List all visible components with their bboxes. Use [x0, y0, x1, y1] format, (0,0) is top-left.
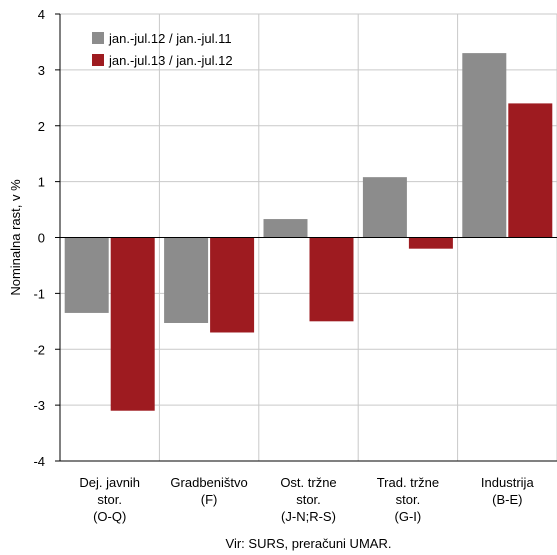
y-tick-label: 4 [38, 7, 45, 22]
bar [164, 237, 209, 323]
legend-label: jan.-jul.13 / jan.-jul.12 [108, 53, 233, 68]
bar [362, 177, 407, 238]
bar [64, 237, 109, 313]
legend-label: jan.-jul.12 / jan.-jul.11 [108, 31, 232, 46]
bar [263, 219, 308, 238]
y-tick-label: -2 [33, 342, 45, 357]
source-note: Vir: SURS, preračuni UMAR. [226, 536, 392, 551]
y-tick-label: -3 [33, 398, 45, 413]
bar [462, 53, 507, 238]
y-tick-label: 1 [38, 175, 45, 190]
legend-swatch [92, 54, 104, 66]
bar [210, 237, 255, 333]
bar [408, 237, 453, 249]
bar [309, 237, 354, 322]
bar [110, 237, 155, 411]
category-label: Industrija (B-E) [481, 475, 535, 507]
category-label: Dej. javnih stor. (O-Q) [79, 475, 140, 524]
y-tick-label: 0 [38, 231, 45, 246]
category-label: Trad. tržne stor. (G-I) [377, 475, 439, 524]
bar [508, 103, 553, 238]
category-labels: Dej. javnih stor. (O-Q) Gradbeništvo (F) Ost.… [79, 475, 534, 524]
category-label: Gradbeništvo (F) [170, 475, 247, 507]
legend: jan.-jul.12 / jan.-jul.11 jan.-jul.13 / j… [92, 31, 233, 68]
y-axis-label: Nominalna rast, v % [8, 179, 23, 296]
y-tick-label: -1 [33, 286, 45, 301]
category-label: Ost. tržne stor. (J-N;R-S) [280, 475, 336, 524]
y-tick-label: -4 [33, 454, 45, 469]
legend-swatch [92, 32, 104, 44]
y-tick-labels: 4 3 2 1 0 -1 -2 -3 -4 [33, 7, 45, 469]
y-tick-label: 2 [38, 119, 45, 134]
y-tick-label: 3 [38, 63, 45, 78]
bars [64, 53, 553, 411]
axes [55, 13, 557, 462]
